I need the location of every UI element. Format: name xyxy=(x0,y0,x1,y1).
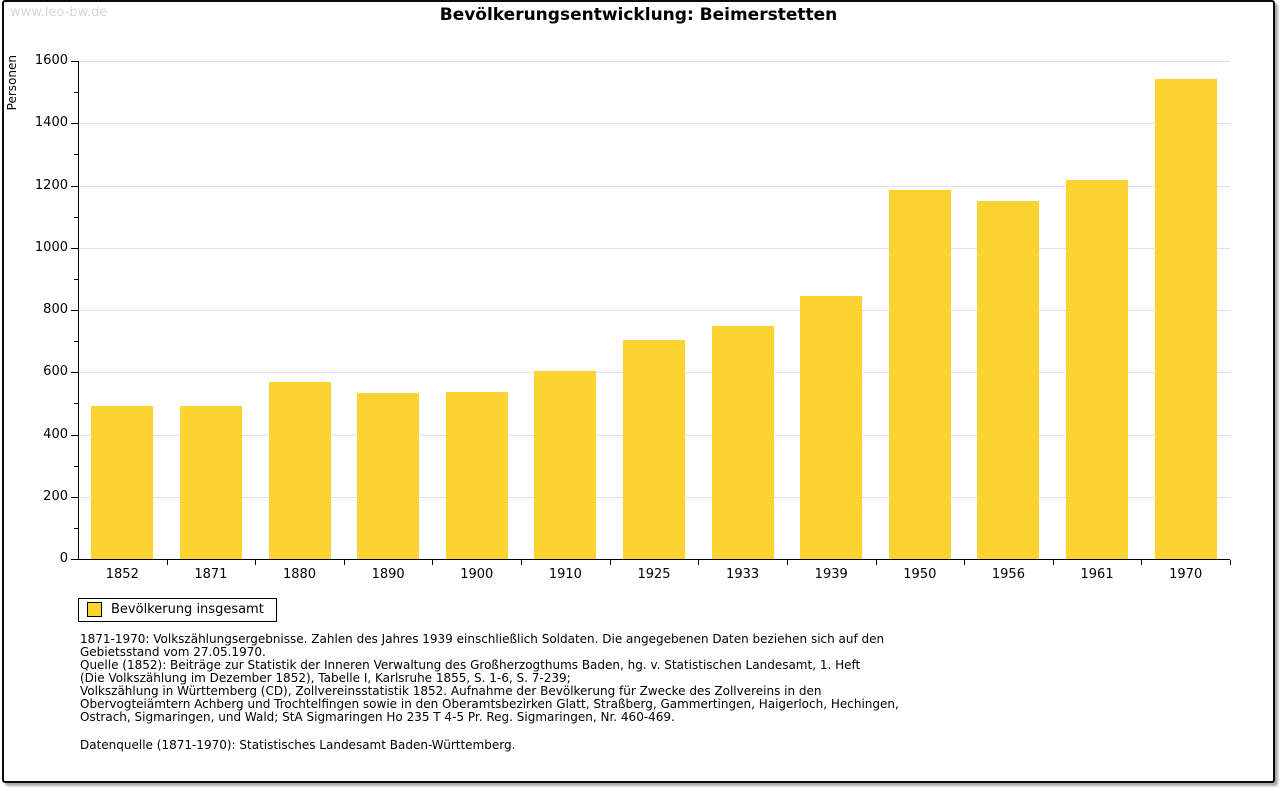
y-major-tick xyxy=(71,61,78,62)
y-axis-line xyxy=(78,61,79,560)
datasource-note: Datenquelle (1871-1970): Statistisches L… xyxy=(80,738,516,752)
y-minor-tick xyxy=(74,465,78,467)
footnote-line-4: (Die Volkszählung im Dezember 1852), Tab… xyxy=(80,671,571,685)
x-category-label: 1933 xyxy=(726,567,760,582)
legend: Bevölkerung insgesamt xyxy=(78,598,277,622)
bar-1933 xyxy=(711,326,774,559)
y-major-tick xyxy=(71,247,78,249)
bar-1910 xyxy=(534,370,597,559)
bar-1950 xyxy=(888,189,951,559)
y-major-tick xyxy=(71,185,78,187)
x-category-label: 1880 xyxy=(282,567,317,582)
x-boundary-tick xyxy=(609,560,611,565)
y-tick-label: 1000 xyxy=(34,239,68,255)
footnote-line-6: Obervogteiämtern Achberg und Trochtelfin… xyxy=(80,697,899,711)
gridline-y-1200 xyxy=(78,185,1230,187)
y-minor-tick xyxy=(74,92,78,94)
bar-1956 xyxy=(977,201,1040,559)
footnote-line-1: 1871-1970: Volkszählungsergebnisse. Zahl… xyxy=(80,632,885,646)
x-boundary-tick xyxy=(1052,560,1054,565)
y-minor-tick xyxy=(74,154,78,156)
y-minor-tick xyxy=(74,527,78,529)
gridline-y-1000 xyxy=(78,247,1230,249)
x-boundary-tick xyxy=(786,560,788,565)
x-boundary-tick xyxy=(698,560,700,565)
y-major-tick xyxy=(71,372,78,374)
x-boundary-tick xyxy=(432,560,434,565)
y-major-tick xyxy=(71,434,78,436)
footnotes: 1871-1970: Volkszählungsergebnisse. Zahl… xyxy=(80,633,1200,724)
x-axis-line xyxy=(78,559,1230,560)
y-major-tick xyxy=(71,559,78,560)
y-minor-tick xyxy=(74,403,78,405)
watermark: www.leo-bw.de xyxy=(8,5,114,22)
x-category-label: 1910 xyxy=(548,567,582,582)
y-major-tick xyxy=(71,123,78,125)
x-category-label: 1890 xyxy=(371,567,405,582)
x-category-label: 1956 xyxy=(991,567,1025,582)
bar-1925 xyxy=(623,339,685,559)
x-boundary-tick xyxy=(521,560,523,565)
bar-1880 xyxy=(268,381,331,559)
x-category-label: 1961 xyxy=(1080,567,1114,582)
gridline-y-1400 xyxy=(78,123,1230,125)
y-major-tick xyxy=(71,310,78,311)
legend-label: Bevölkerung insgesamt xyxy=(111,602,264,617)
y-tick-label: 200 xyxy=(43,488,68,504)
x-category-label: 1900 xyxy=(460,567,494,582)
y-tick-label: 1400 xyxy=(34,115,68,131)
bar-1890 xyxy=(357,393,420,559)
y-tick-label: 800 xyxy=(43,302,68,317)
gridline-y-800 xyxy=(78,310,1230,311)
x-boundary-tick xyxy=(875,560,877,565)
plot-area: 0 200 400 600 800 1000 1200 1400 1600 1852 1871 188… xyxy=(35,54,1231,582)
x-category-label: 1871 xyxy=(194,567,228,582)
x-boundary-tick xyxy=(343,560,345,565)
y-major-tick xyxy=(71,496,78,498)
x-boundary-tick xyxy=(255,560,257,565)
x-category-label: 1852 xyxy=(105,567,139,582)
bar-1900 xyxy=(445,391,508,559)
y-minor-tick xyxy=(74,341,78,343)
legend-swatch-icon xyxy=(87,602,102,617)
y-tick-label: 600 xyxy=(43,364,68,380)
footnote-line-5: Volkszählung in Württemberg (CD), Zollve… xyxy=(80,684,822,698)
x-category-label: 1950 xyxy=(903,567,937,582)
footnote-line-3: Quelle (1852): Beiträge zur Statistik de… xyxy=(80,658,861,672)
footnote-line-2: Gebietsstand vom 27.05.1970. xyxy=(80,645,266,659)
bar-1939 xyxy=(800,295,863,559)
bar-1961 xyxy=(1066,179,1129,559)
x-boundary-tick xyxy=(166,560,168,565)
bar-1871 xyxy=(179,405,242,559)
y-tick-label: 0 xyxy=(59,551,68,566)
y-tick-label: 1600 xyxy=(34,53,68,68)
x-boundary-tick xyxy=(1230,560,1231,565)
y-minor-tick xyxy=(74,278,78,280)
footnote-line-7: Ostrach, Sigmaringen, und Wald; StA Sigm… xyxy=(80,710,675,724)
x-category-label: 1925 xyxy=(637,567,671,582)
x-category-label: 1939 xyxy=(814,567,848,582)
y-tick-label: 1200 xyxy=(34,177,68,193)
x-category-label: 1970 xyxy=(1169,567,1203,582)
gridline-y-1600 xyxy=(78,61,1230,62)
x-boundary-tick xyxy=(964,560,966,565)
page-title: Bevölkerungsentwicklung: Beimerstetten xyxy=(439,5,838,25)
bar-1970 xyxy=(1154,78,1217,559)
bar-1852 xyxy=(91,405,154,559)
x-boundary-tick xyxy=(1141,560,1143,565)
y-minor-tick xyxy=(74,216,78,218)
y-tick-label: 400 xyxy=(43,426,68,442)
